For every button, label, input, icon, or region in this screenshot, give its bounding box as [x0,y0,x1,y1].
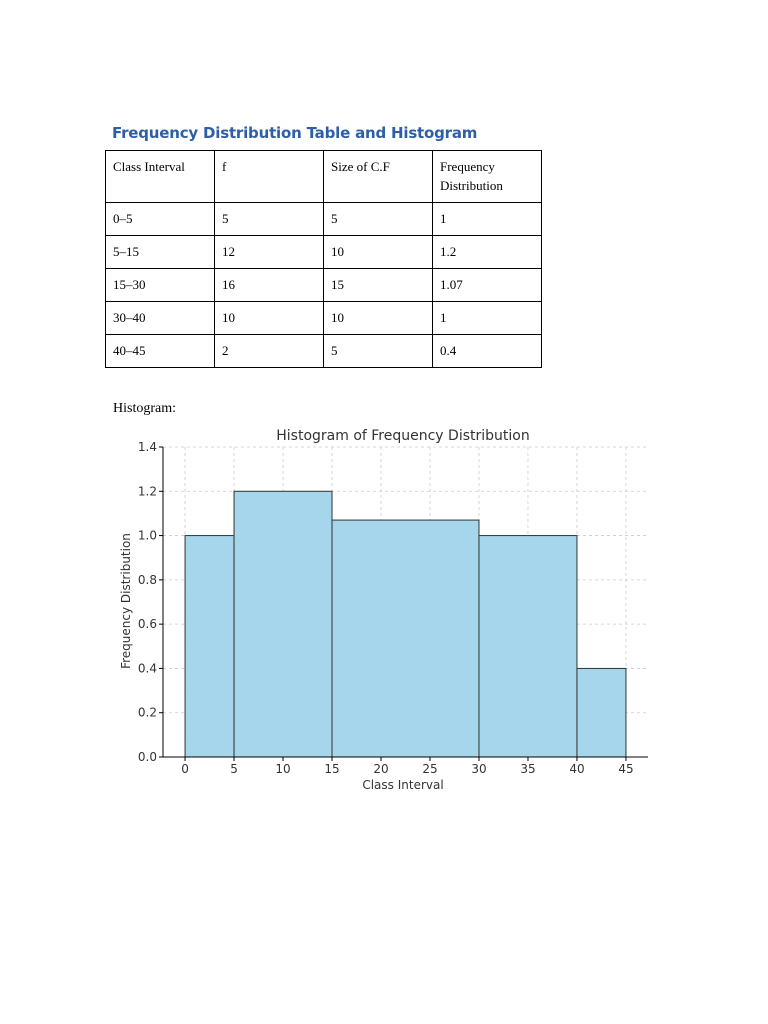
table-cell: 1.07 [432,268,542,302]
histogram-bar [184,535,235,758]
y-tick-label: 0.6 [138,617,157,631]
x-tick-label: 25 [422,762,437,776]
table-header-row: Class Interval f Size of C.F Frequency D… [105,150,542,203]
x-tick-label: 15 [324,762,339,776]
table-row: 30–40 10 10 1 [105,301,542,335]
y-tick-label: 1.0 [138,529,157,543]
y-tick-label: 0.8 [138,573,157,587]
table-cell: 10 [323,301,433,335]
table-cell: 5 [323,334,433,368]
histogram-bar [478,535,578,758]
table-row: 0–5 5 5 1 [105,202,542,236]
x-tick-label: 5 [230,762,238,776]
table-row: 15–30 16 15 1.07 [105,268,542,302]
column-header: Frequency Distribution [432,150,542,203]
y-tick-label: 1.2 [138,484,157,498]
y-tick-label: 0.0 [138,750,157,764]
table-cell: 5 [214,202,324,236]
table-row: 5–15 12 10 1.2 [105,235,542,269]
tick-labels: 0 5 10 15 20 25 30 35 40 45 0.0 0.2 0.4 0.6 0.8 1.0 1.2 1… [138,440,634,776]
y-tick-label: 1.4 [138,440,157,454]
table-cell: 1 [432,301,542,335]
table-cell: 1.2 [432,235,542,269]
table-cell: 0–5 [105,202,215,236]
table-cell: 15 [323,268,433,302]
table-cell: 10 [214,301,324,335]
table-cell: 30–40 [105,301,215,335]
table-cell: 5–15 [105,235,215,269]
table-cell: 40–45 [105,334,215,368]
histogram-chart: 0 5 10 15 20 25 30 35 40 45 0.0 0.2 0.4 0.6 0.8 1.0 1.2 1… [112,420,657,800]
table-cell: 12 [214,235,324,269]
x-tick-label: 0 [181,762,189,776]
table-row: 40–45 2 5 0.4 [105,334,542,368]
column-header: Class Interval [105,150,215,203]
histogram-caption: Histogram: [113,401,176,416]
column-header: f [214,150,324,203]
y-tick-label: 0.2 [138,706,157,720]
table-cell: 10 [323,235,433,269]
x-tick-label: 35 [520,762,535,776]
histogram-bar [233,490,333,758]
chart-title: Histogram of Frequency Distribution [276,428,529,444]
x-axis-label: Class Interval [362,778,443,792]
y-tick-label: 0.4 [138,661,157,675]
table-cell: 1 [432,202,542,236]
table-cell: 16 [214,268,324,302]
x-tick-label: 10 [275,762,290,776]
x-tick-label: 30 [471,762,486,776]
document-title: Frequency Distribution Table and Histogr… [112,124,478,142]
x-tick-label: 40 [569,762,584,776]
axes [159,446,648,761]
table-cell: 2 [214,334,324,368]
histogram-bar [331,519,480,758]
table-cell: 15–30 [105,268,215,302]
column-header: Size of C.F [323,150,433,203]
table-cell: 0.4 [432,334,542,368]
y-axis-label: Frequency Distribution [119,533,133,669]
x-tick-label: 20 [373,762,388,776]
frequency-table: Class Interval f Size of C.F Frequency D… [105,150,542,368]
table-cell: 5 [323,202,433,236]
histogram-bar [576,667,627,758]
x-tick-label: 45 [618,762,633,776]
